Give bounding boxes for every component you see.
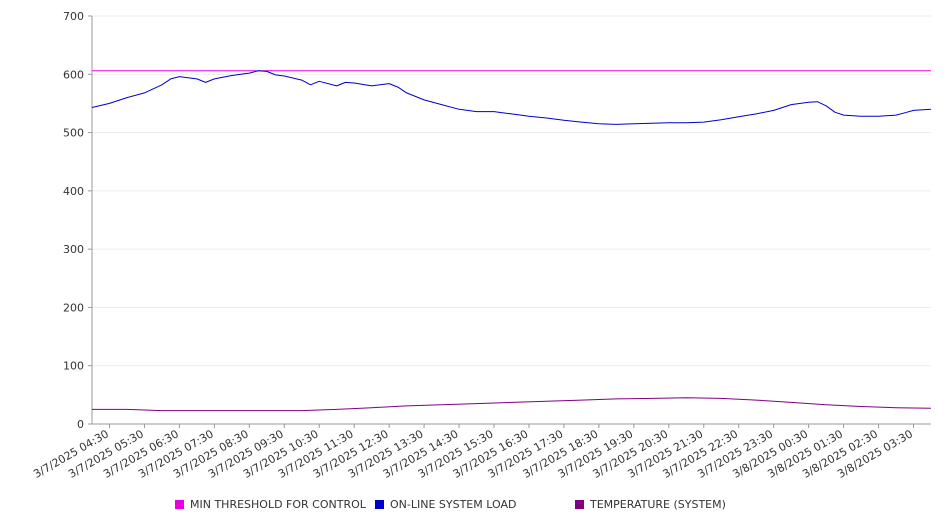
y-tick-label: 200 [63, 301, 84, 314]
legend-label-system-load: ON-LINE SYSTEM LOAD [390, 498, 517, 511]
legend-label-threshold: MIN THRESHOLD FOR CONTROL [190, 498, 366, 511]
chart-legend: MIN THRESHOLD FOR CONTROL ON-LINE SYSTEM… [0, 498, 946, 514]
axes [91, 16, 931, 425]
series-line-2 [92, 397, 932, 412]
legend-swatch-temperature [575, 500, 584, 509]
legend-item-system-load[interactable]: ON-LINE SYSTEM LOAD [375, 498, 516, 511]
series-lines [91, 70, 932, 412]
legend-item-threshold[interactable]: MIN THRESHOLD FOR CONTROL [175, 498, 366, 511]
y-tick-label: 100 [63, 360, 84, 373]
y-tick-label: 300 [63, 243, 84, 256]
y-tick-label: 700 [63, 10, 84, 23]
y-tick-label: 0 [77, 418, 84, 431]
y-tick-label: 600 [63, 68, 84, 81]
y-tick-label: 500 [63, 127, 84, 140]
legend-swatch-threshold [175, 500, 184, 509]
legend-swatch-system-load [375, 500, 384, 509]
legend-label-temperature: TEMPERATURE (SYSTEM) [590, 498, 726, 511]
grid-lines [92, 15, 931, 367]
y-tick-label: 400 [63, 185, 84, 198]
x-axis-ticks: 3/7/2025 04:303/7/2025 05:303/7/2025 06:… [31, 424, 915, 481]
y-axis-ticks: 0 100 200 300 400 500 600 700 [63, 10, 92, 431]
series-line-1 [91, 70, 932, 125]
legend-item-temperature[interactable]: TEMPERATURE (SYSTEM) [575, 498, 726, 511]
